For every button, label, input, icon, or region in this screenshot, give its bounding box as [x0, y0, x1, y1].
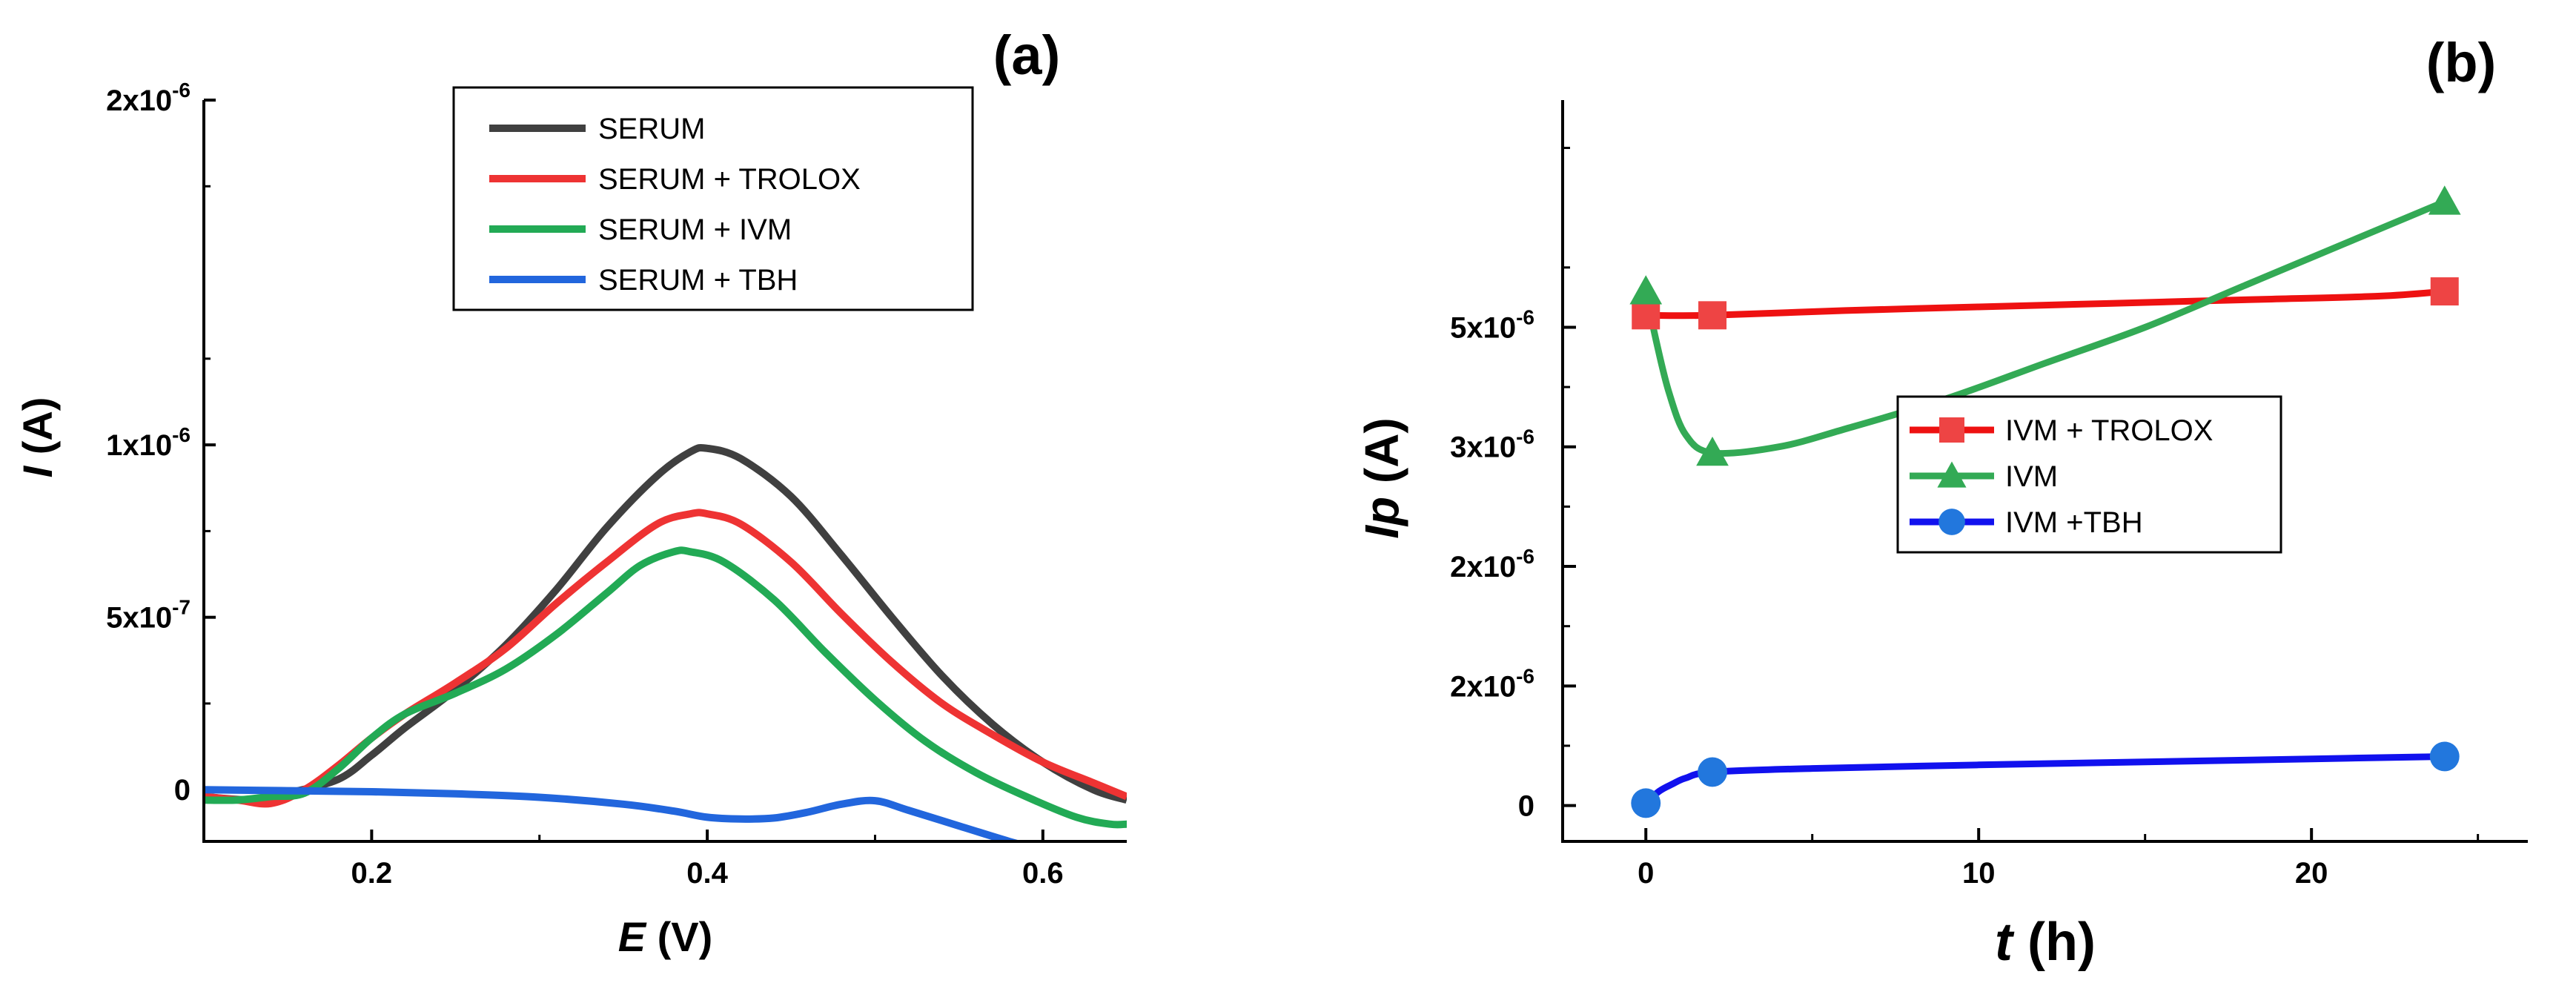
- panel-a-axes: [202, 100, 1127, 843]
- series-line-1: [204, 443, 1127, 804]
- panel-b-x-tick-label: 10: [1962, 857, 1996, 890]
- data-point-3-2: [1698, 757, 1727, 787]
- data-point-1-3: [2430, 277, 2459, 306]
- data-point-2-3: [2428, 185, 2461, 215]
- panel-b: (b) 0 2x10-6 2x10-6 3x10-6 5x10-6 0 10 20 t (h…: [1355, 32, 2528, 972]
- panel-b-y-tick-label: 2x10-6: [1450, 545, 1534, 583]
- panel-b-label: (b): [2426, 32, 2497, 93]
- panel-a-legend: SERUM SERUM + TROLOX SERUM + IVM SERUM + TB…: [452, 86, 974, 311]
- series-line-3: [204, 546, 1127, 829]
- panel-a-y-tick-label: 0: [174, 774, 191, 807]
- panel-a-x-tick-label: 0.6: [1022, 857, 1064, 890]
- data-point-3-1: [1631, 788, 1661, 818]
- legend-label-2: SERUM + TROLOX: [598, 163, 861, 196]
- data-point-3-3: [2429, 741, 2460, 772]
- panel-b-axes: [1561, 100, 2528, 843]
- legend-label-2: IVM: [2005, 460, 2058, 493]
- panel-a-x-tick-label: 0.2: [351, 857, 393, 890]
- legend-label-3: IVM +TBH: [2005, 506, 2143, 539]
- data-point-2-2: [1696, 436, 1729, 466]
- legend-marker-3: [1938, 509, 1965, 535]
- data-point-1-1: [1632, 301, 1661, 330]
- series-line-3: [1643, 753, 2445, 806]
- panel-b-y-axis-label: Ip (A): [1355, 417, 1408, 539]
- panel-b-x-axis-label: t (h): [1995, 913, 2096, 972]
- legend-marker-2: [1937, 461, 1967, 488]
- panel-b-x-tick-label: 0: [1638, 857, 1654, 890]
- panel-a-x-axis-label: E (V): [618, 913, 713, 960]
- series-line-4: [204, 786, 1024, 841]
- legend-marker-1: [1939, 417, 1964, 443]
- panel-b-y-tick-label: 5x10-6: [1450, 305, 1534, 344]
- panel-b-legend: IVM + TROLOX IVM IVM +TBH: [1896, 395, 2282, 554]
- panel-a-x-tick-label: 0.4: [686, 857, 728, 890]
- panel-b-x-tick-label: 20: [2295, 857, 2328, 890]
- data-point-2-1: [1629, 275, 1663, 305]
- panel-a-y-tick-label: 1x10-6: [106, 423, 191, 462]
- legend-label-1: SERUM: [598, 113, 705, 145]
- panel-b-y-tick-label: 2x10-6: [1450, 664, 1534, 703]
- legend-label-1: IVM + TROLOX: [2005, 414, 2213, 447]
- legend-label-4: SERUM + TBH: [598, 264, 798, 297]
- panel-a-label: (a): [993, 24, 1060, 86]
- panel-a-y-axis-label: I (A): [14, 397, 61, 478]
- panel-a-y-tick-label: 2x10-6: [106, 79, 191, 117]
- panel-a-y-tick-label: 5x10-7: [106, 596, 191, 635]
- panel-b-y-tick-label: 3x10-6: [1450, 426, 1534, 464]
- series-line-1: [1646, 288, 2446, 320]
- legend-label-3: SERUM + IVM: [598, 214, 792, 246]
- data-point-1-2: [1698, 301, 1727, 330]
- panel-b-y-tick-label: 0: [1518, 790, 1534, 823]
